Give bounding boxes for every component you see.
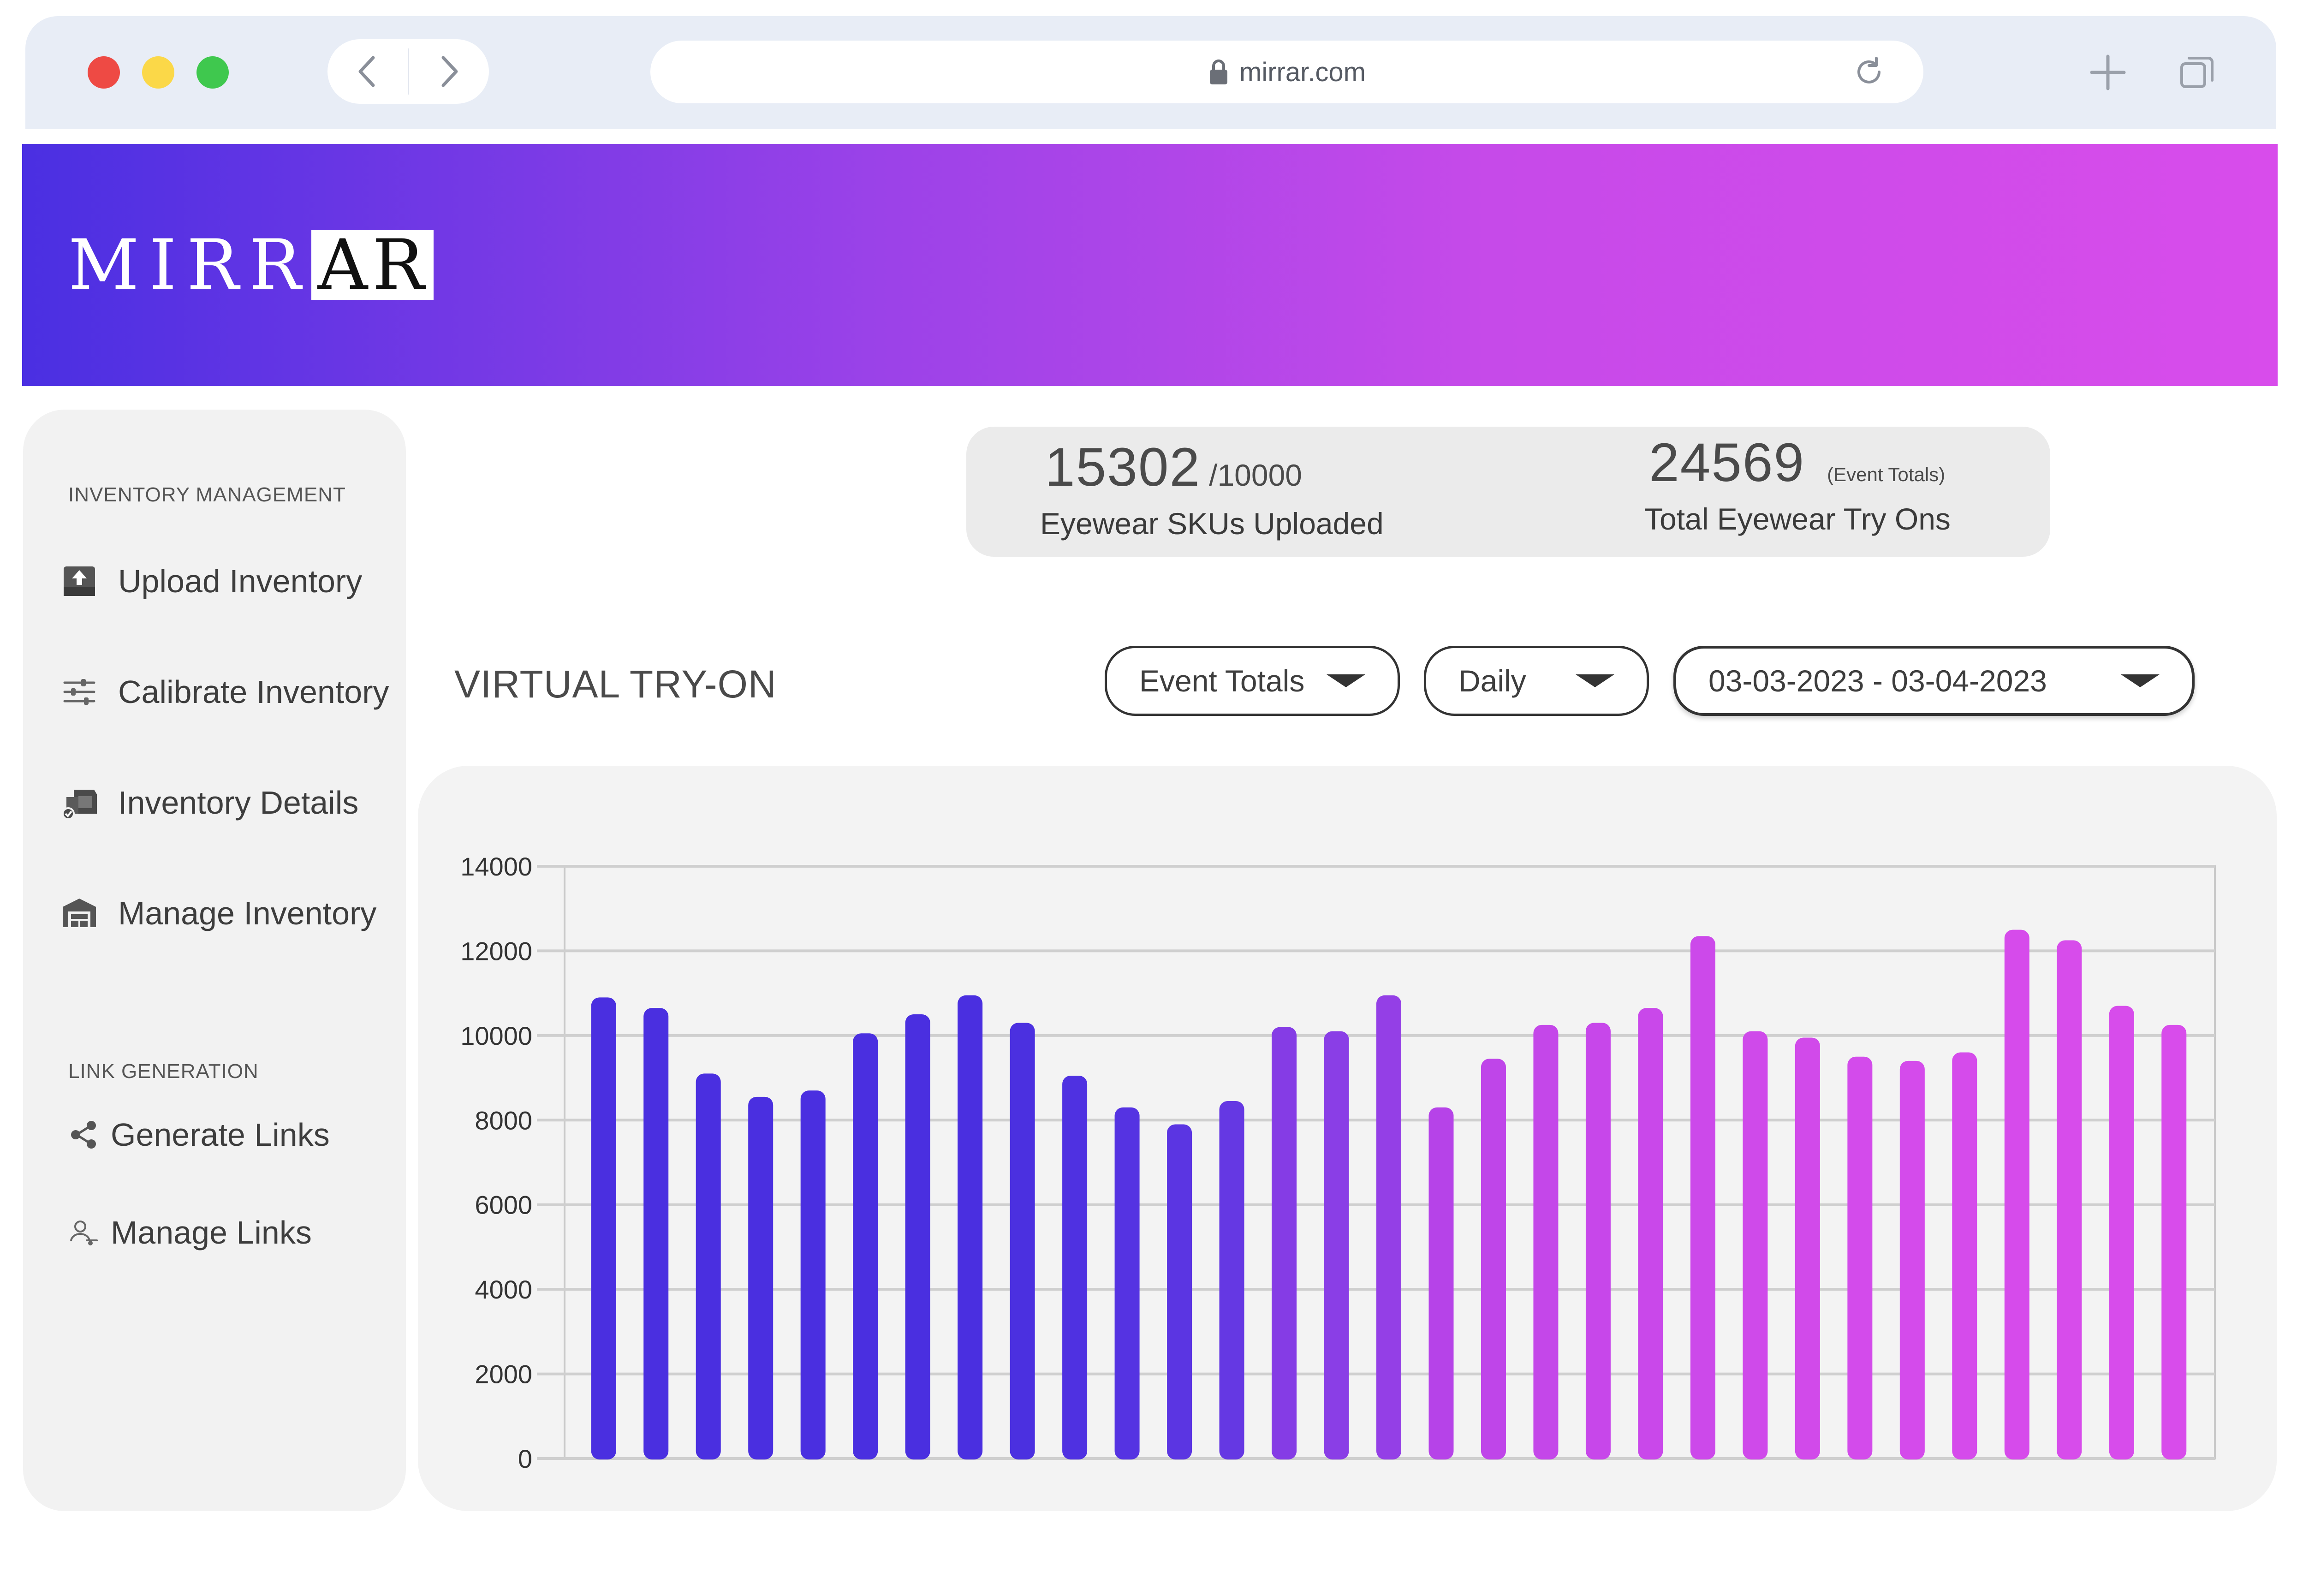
sidebar-item-label: Upload Inventory: [118, 563, 363, 599]
app-header: MIRR AR: [22, 144, 2278, 386]
try-on-bar-chart: 0 2000 4000 6000 8000 10000 12000 14000: [460, 852, 2216, 1473]
bar[interactable]: [1272, 1027, 1297, 1459]
metric-dropdown[interactable]: Event Totals: [1105, 646, 1400, 716]
maximize-window-dot[interactable]: [196, 56, 229, 89]
page-title: VIRTUAL TRY-ON: [454, 662, 777, 706]
sidebar-item-inventory-details[interactable]: Inventory Details: [60, 783, 358, 822]
bar[interactable]: [696, 1073, 721, 1459]
bar[interactable]: [853, 1033, 878, 1459]
y-tick-label: 6000: [475, 1191, 532, 1220]
caret-down-icon: [1576, 674, 1614, 687]
warehouse-icon: [60, 894, 99, 933]
bar[interactable]: [2109, 1006, 2134, 1459]
forward-button[interactable]: [409, 39, 489, 104]
bar[interactable]: [591, 997, 616, 1459]
chevron-left-icon: [358, 56, 375, 87]
reload-icon[interactable]: [1852, 55, 1886, 89]
chevron-right-icon: [441, 56, 458, 87]
bar[interactable]: [1167, 1124, 1192, 1459]
sidebar-item-upload-inventory[interactable]: Upload Inventory: [60, 562, 362, 601]
lock-icon: [1210, 60, 1228, 84]
share-icon: [68, 1115, 99, 1154]
bar[interactable]: [1690, 936, 1715, 1459]
history-nav: [327, 39, 489, 104]
bar[interactable]: [748, 1096, 774, 1459]
sidebar-item-label: Inventory Details: [118, 785, 359, 821]
bar[interactable]: [2161, 1024, 2187, 1459]
sidebar-item-generate-links[interactable]: Generate Links: [68, 1115, 330, 1154]
sidebar-item-manage-inventory[interactable]: Manage Inventory: [60, 894, 376, 933]
bar[interactable]: [2004, 929, 2029, 1459]
date-range-dropdown[interactable]: 03-03-2023 - 03-04-2023: [1673, 646, 2195, 716]
y-tick-label: 2000: [475, 1360, 532, 1389]
bar[interactable]: [905, 1014, 930, 1459]
caret-down-icon: [2121, 674, 2160, 687]
sidebar-item-label: Manage Inventory: [118, 895, 377, 931]
bar[interactable]: [1743, 1031, 1768, 1459]
address-bar[interactable]: mirrar.com: [650, 41, 1923, 103]
sidebar-item-label: Calibrate Inventory: [118, 674, 389, 710]
section-title-inventory-management: INVENTORY MANAGEMENT: [68, 483, 346, 506]
boxes-icon: [60, 783, 99, 822]
y-tick-label: 12000: [460, 936, 532, 965]
bar[interactable]: [1376, 995, 1401, 1459]
sidebar-item-manage-links[interactable]: Manage Links: [68, 1213, 312, 1252]
y-tick-label: 4000: [475, 1275, 532, 1304]
sku-count: 15302 /10000: [1045, 437, 1303, 498]
bar[interactable]: [1219, 1101, 1244, 1459]
caret-down-icon: [1327, 674, 1365, 687]
y-tick-label: 10000: [460, 1021, 532, 1050]
section-title-link-generation: LINK GENERATION: [68, 1060, 259, 1083]
back-button[interactable]: [327, 39, 408, 104]
sliders-icon: [60, 673, 99, 711]
bar[interactable]: [1428, 1107, 1454, 1459]
minimize-window-dot[interactable]: [142, 56, 174, 89]
bar[interactable]: [1062, 1075, 1088, 1459]
sku-label: Eyewear SKUs Uploaded: [1040, 506, 1384, 541]
bar[interactable]: [1585, 1023, 1611, 1459]
bar[interactable]: [1847, 1056, 1873, 1459]
interval-dropdown[interactable]: Daily: [1424, 646, 1649, 716]
sidebar-item-calibrate-inventory[interactable]: Calibrate Inventory: [60, 673, 389, 711]
bar[interactable]: [1324, 1031, 1349, 1459]
bar[interactable]: [800, 1090, 826, 1459]
stats-card: 15302 /10000 Eyewear SKUs Uploaded 24569…: [966, 427, 2050, 557]
bar[interactable]: [1952, 1052, 1977, 1459]
new-tab-icon[interactable]: [2087, 52, 2129, 93]
bar[interactable]: [958, 995, 983, 1459]
chart-panel: 0 2000 4000 6000 8000 10000 12000 14000: [418, 766, 2277, 1511]
sidebar: INVENTORY MANAGEMENT Upload Inventory Ca…: [23, 410, 406, 1511]
y-tick-label: 8000: [475, 1106, 532, 1135]
bar[interactable]: [1899, 1060, 1925, 1459]
user-link-icon: [68, 1213, 99, 1252]
bar[interactable]: [2057, 940, 2082, 1460]
mirrar-logo: MIRR AR: [68, 225, 434, 305]
bar[interactable]: [643, 1008, 669, 1459]
close-window-dot[interactable]: [88, 56, 120, 89]
tryon-count: 24569 (Event Totals): [1649, 432, 1946, 493]
tryon-label: Total Eyewear Try Ons: [1644, 502, 1951, 536]
sidebar-item-label: Manage Links: [111, 1215, 312, 1251]
bar[interactable]: [1481, 1059, 1506, 1459]
y-tick-label: 0: [518, 1444, 532, 1473]
bar[interactable]: [1533, 1024, 1559, 1459]
y-tick-label: 14000: [460, 852, 532, 881]
bar[interactable]: [1795, 1037, 1820, 1459]
url-text: mirrar.com: [1239, 57, 1366, 87]
upload-inventory-icon: [60, 562, 99, 601]
tabs-overview-icon[interactable]: [2176, 52, 2218, 93]
bar[interactable]: [1638, 1008, 1663, 1459]
bar[interactable]: [1114, 1107, 1140, 1459]
bar[interactable]: [1010, 1023, 1035, 1459]
sidebar-item-label: Generate Links: [111, 1117, 330, 1153]
